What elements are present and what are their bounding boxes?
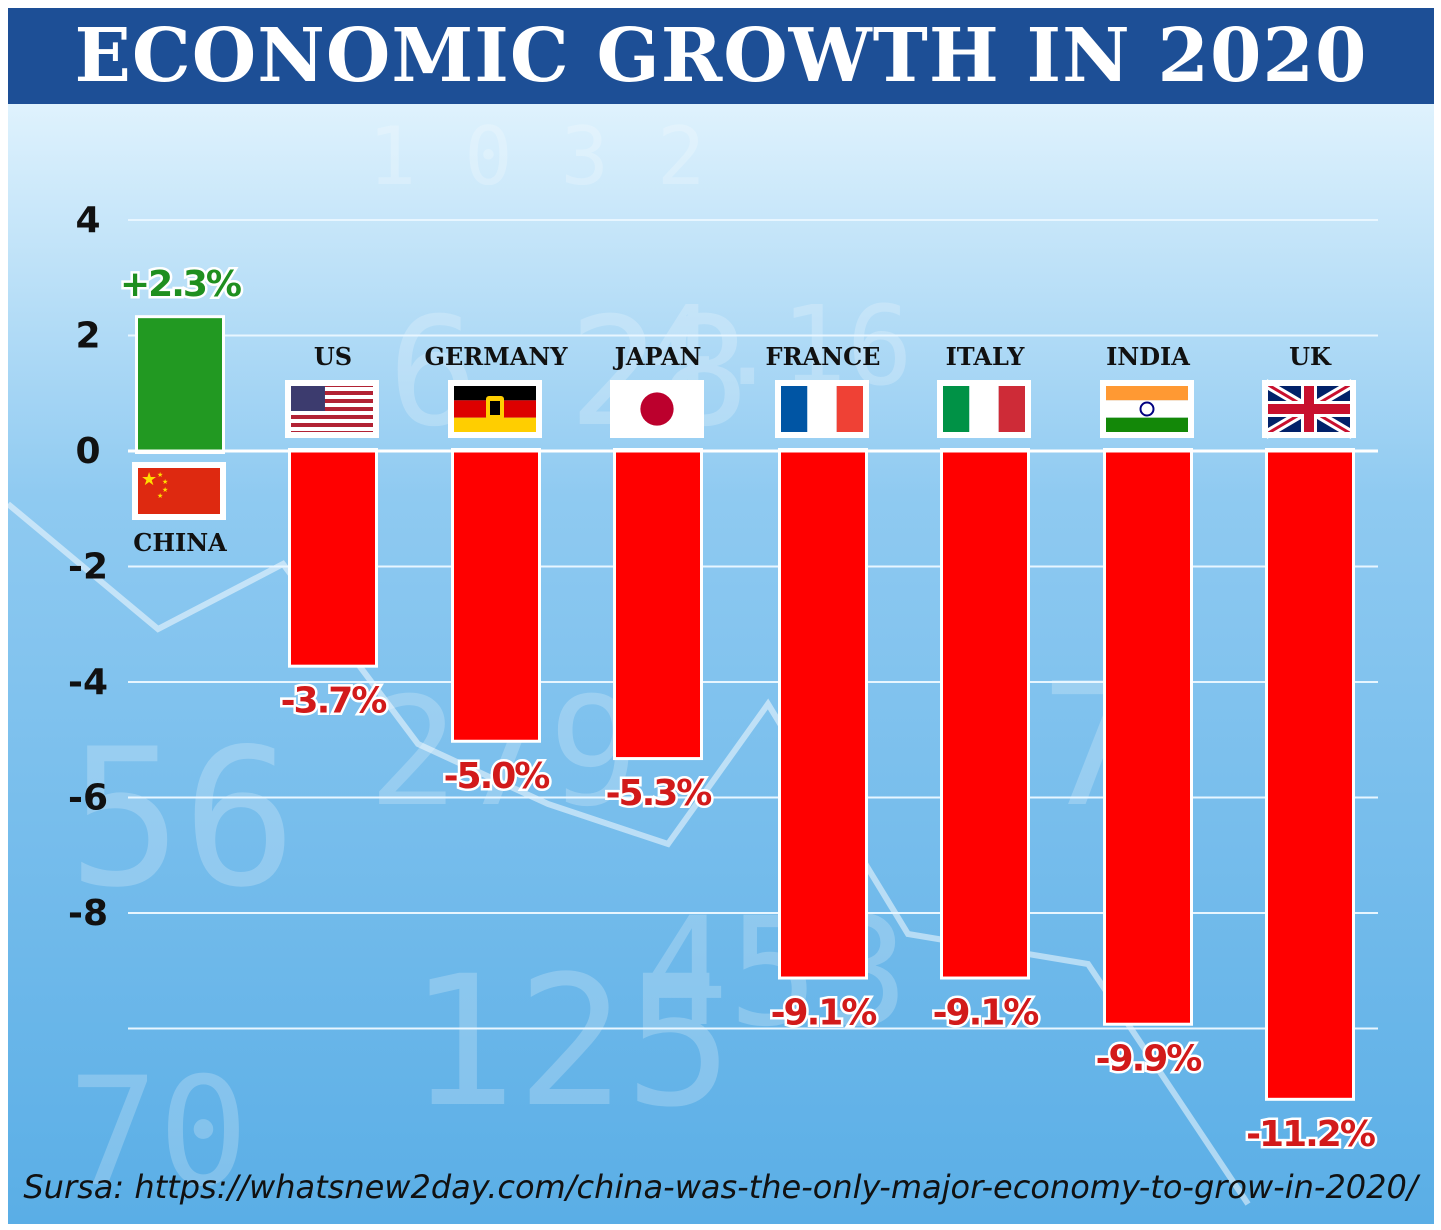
value-label: -9.9% [1096,1039,1202,1080]
bar-germany [454,451,538,740]
y-tick-label: -2 [68,547,108,588]
title-banner: ECONOMIC GROWTH IN 2020 [8,8,1434,104]
y-tick-label: -4 [68,662,108,703]
category-label: US [314,342,352,371]
y-tick-label: -8 [68,893,108,934]
india-flag-icon [1100,380,1194,438]
bar-france [781,451,865,977]
category-label: INDIA [1106,342,1190,371]
category-label: CHINA [133,528,227,557]
bar-uk [1268,451,1352,1098]
value-label: -11.2% [1246,1114,1375,1155]
source-caption: Sursa: https://whatsnew2day.com/china-wa… [23,1168,1418,1206]
chart-area: 1 0 3 2 6.28 4.16 56 279 125 453 27 70 4 2 0 -2 -4 -6-… [8,104,1434,1224]
germany-flag-icon [448,380,542,438]
us-flag-icon [285,380,379,438]
y-tick-label: -6 [68,778,108,819]
bar-us [291,451,375,665]
svg-text:★: ★ [162,478,168,486]
ticker-digits: 56 [68,708,297,929]
y-tick-label: 4 [75,200,100,241]
value-label: -3.7% [281,681,387,722]
ticker-digits: 70 [68,1046,249,1220]
bar-italy [943,451,1027,977]
value-label: -5.3% [606,773,712,814]
ticker-digits: 125 [408,938,733,1147]
category-label: UK [1289,342,1332,371]
svg-text:★: ★ [141,469,157,490]
category-label: FRANCE [766,342,881,371]
value-label: -5.0% [444,756,550,797]
ticker-digits: 1 0 3 2 [368,110,705,203]
value-label: -9.1% [771,993,877,1034]
japan-flag-icon [610,380,704,438]
svg-text:★: ★ [162,486,168,494]
china-flag-icon: ★ ★★★★ [132,462,226,520]
y-tick-label: 0 [75,431,100,472]
bar-china [138,318,222,451]
y-tick-label: 2 [75,316,100,357]
svg-text:★: ★ [157,492,163,500]
category-label: ITALY [946,342,1026,371]
france-flag-icon [775,380,869,438]
value-label: -9.1% [933,993,1039,1034]
uk-flag-icon [1262,379,1356,439]
chart-background [8,104,1434,1224]
italy-flag-icon [937,380,1031,438]
bar-india [1106,451,1190,1023]
category-label: GERMANY [425,342,569,371]
bar-japan [616,451,700,758]
value-label: +2.3% [120,264,241,305]
svg-text:★: ★ [157,471,163,479]
category-label: JAPAN [613,342,702,371]
chart-title: ECONOMIC GROWTH IN 2020 [74,13,1368,99]
